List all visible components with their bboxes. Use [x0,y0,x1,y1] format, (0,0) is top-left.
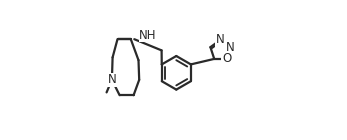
Text: O: O [222,52,231,65]
Text: NH: NH [139,29,157,41]
Text: N: N [216,33,225,46]
Text: N: N [108,73,116,86]
Text: N: N [226,41,235,54]
